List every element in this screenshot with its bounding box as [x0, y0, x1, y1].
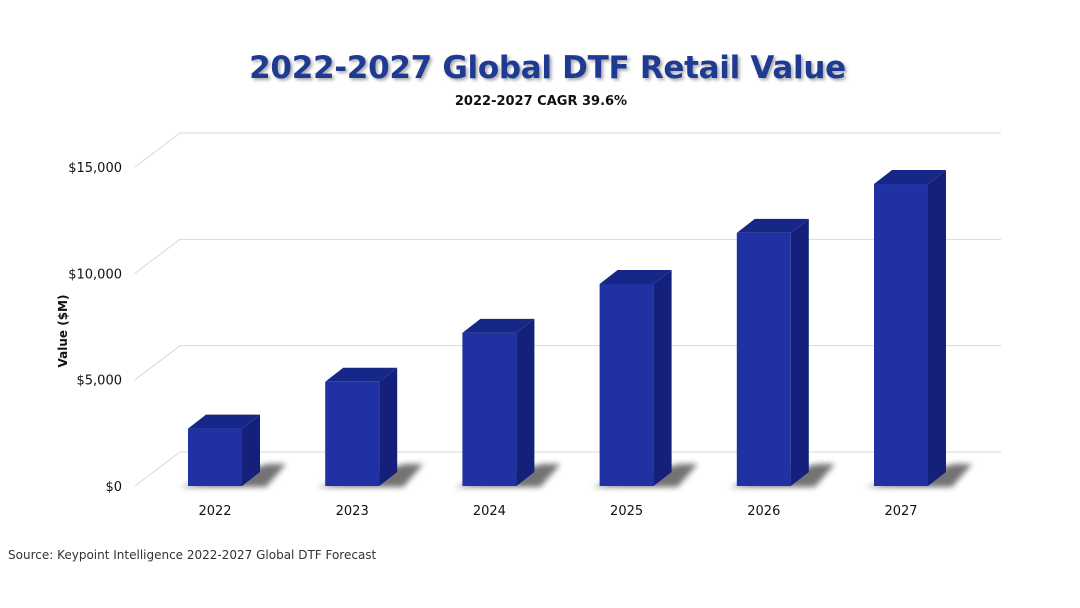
x-tick-label: 2024 [473, 504, 506, 519]
gridline-slant [134, 238, 181, 274]
bar-front [325, 381, 380, 486]
bar-front [462, 332, 517, 486]
bar-side [242, 414, 260, 486]
grid-lines [134, 132, 1001, 487]
bar-2026 [736, 218, 809, 486]
y-tick-label: $10,000 [68, 267, 122, 282]
gridline-15000 [134, 132, 1001, 168]
gridline-slant [134, 451, 181, 487]
chart-title: 2022-2027 Global DTF Retail Value [249, 50, 846, 86]
bar-top [599, 269, 672, 284]
bar-2023 [325, 367, 398, 486]
x-axis-ticks: 2022 2023 2024 2025 2026 2027 [198, 504, 917, 519]
bar-top [462, 318, 535, 333]
bar-side [516, 318, 535, 486]
x-tick-label: 2027 [884, 504, 917, 519]
bar-side [790, 218, 809, 486]
bar-2022 [188, 414, 260, 486]
x-tick-label: 2023 [336, 504, 369, 519]
bar-top [325, 367, 398, 382]
bar-front [599, 283, 654, 486]
bars [188, 170, 946, 486]
y-axis-ticks: $0 $5,000 $10,000 $15,000 [68, 161, 122, 495]
source-note: Source: Keypoint Intelligence 2022-2027 … [8, 548, 377, 562]
bar-side [928, 170, 946, 486]
bar-front [188, 428, 242, 486]
bar-2024 [462, 318, 535, 486]
gridline-5000 [134, 345, 1001, 381]
chart-subtitle: 2022-2027 CAGR 39.6% [454, 94, 628, 109]
x-tick-label: 2022 [198, 504, 231, 519]
bar-front [874, 184, 928, 486]
bar-shadows [180, 464, 972, 487]
gridline-slant [134, 345, 181, 381]
x-tick-label: 2025 [610, 504, 643, 519]
bar-side [653, 269, 672, 486]
gridline-0 [134, 451, 1001, 487]
bar-side [379, 367, 398, 486]
y-tick-label: $15,000 [68, 161, 122, 176]
bar-2027 [874, 170, 946, 486]
bar-front [736, 232, 791, 486]
y-tick-label: $5,000 [77, 374, 123, 389]
gridline-10000 [134, 238, 1001, 274]
bar-top [188, 414, 260, 429]
bar-2025 [599, 269, 672, 486]
bar-top [736, 218, 809, 233]
y-tick-label: $0 [105, 480, 122, 495]
bar-top [874, 170, 946, 185]
gridline-slant [134, 132, 181, 168]
x-tick-label: 2026 [747, 504, 780, 519]
